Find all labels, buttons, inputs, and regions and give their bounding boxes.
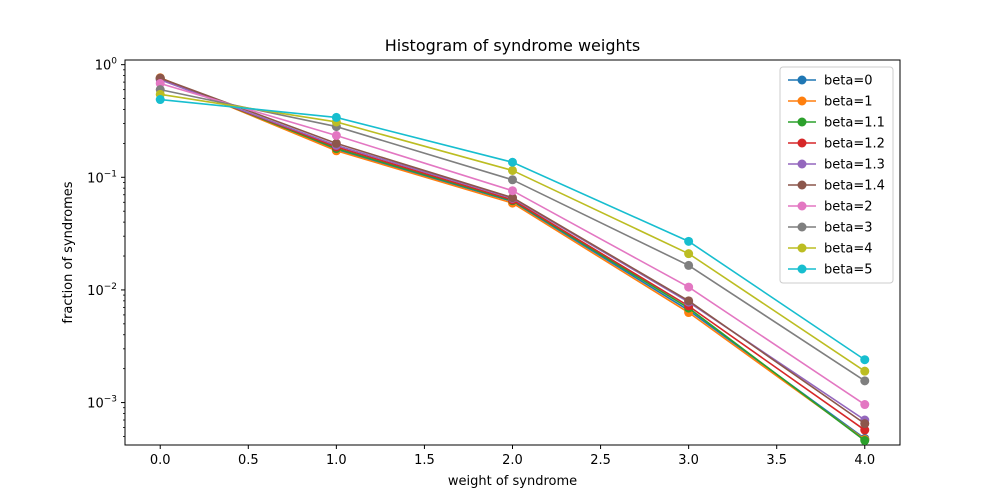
y-tick-label: 10−3 bbox=[87, 395, 117, 412]
y-tick-label: 10−2 bbox=[87, 282, 117, 299]
data-point bbox=[508, 193, 517, 203]
legend-label: beta=1.1 bbox=[824, 116, 885, 131]
data-point bbox=[860, 436, 870, 446]
legend-label: beta=4 bbox=[824, 242, 872, 257]
legend-label: beta=1.4 bbox=[824, 179, 885, 194]
y-tick-exponent: −1 bbox=[104, 169, 117, 179]
legend-label: beta=3 bbox=[824, 221, 872, 236]
x-tick-label: 2.5 bbox=[590, 453, 611, 468]
data-point bbox=[331, 112, 341, 122]
data-point bbox=[684, 249, 694, 259]
y-tick-label: 10−1 bbox=[87, 169, 117, 186]
data-point bbox=[684, 260, 694, 270]
x-tick-label: 3.0 bbox=[678, 453, 699, 468]
legend-label: beta=0 bbox=[824, 74, 872, 89]
x-axis-label: weight of syndrome bbox=[448, 474, 577, 489]
legend-entry: beta=1.2 bbox=[788, 137, 885, 152]
x-tick-label: 4.0 bbox=[854, 453, 875, 468]
y-axis-label: fraction of syndromes bbox=[61, 181, 76, 323]
x-tick-label: 2.0 bbox=[502, 453, 523, 468]
x-axis-ticks: 0.0 0.5 1.0 1.5 2.0 2.5 3.0 3.5 4.0 bbox=[150, 445, 875, 468]
legend-label: beta=1.2 bbox=[824, 137, 885, 152]
series-layer bbox=[155, 73, 870, 446]
data-point bbox=[331, 131, 341, 141]
data-point bbox=[684, 282, 694, 292]
legend-entry: beta=4 bbox=[788, 242, 872, 257]
data-point bbox=[508, 186, 517, 196]
x-tick-label: 0.5 bbox=[238, 453, 259, 468]
legend-marker bbox=[797, 264, 807, 274]
legend-label: beta=5 bbox=[824, 263, 872, 278]
legend-entry: beta=0 bbox=[788, 74, 872, 89]
data-point bbox=[684, 236, 694, 246]
legend-entry: beta=1 bbox=[788, 95, 872, 110]
y-tick-base: 10 bbox=[87, 397, 104, 412]
y-tick-label: 100 bbox=[95, 57, 118, 74]
data-point bbox=[508, 165, 517, 175]
data-point bbox=[860, 355, 870, 365]
legend-entry: beta=1.3 bbox=[788, 158, 885, 173]
legend-marker bbox=[797, 201, 807, 211]
data-point bbox=[860, 366, 870, 376]
legend-marker bbox=[797, 96, 807, 106]
legend-marker bbox=[797, 180, 807, 190]
legend-marker bbox=[797, 117, 807, 127]
y-tick-exponent: −3 bbox=[104, 395, 117, 405]
legend-entry: beta=5 bbox=[788, 263, 872, 278]
data-point bbox=[860, 419, 870, 429]
data-point bbox=[860, 376, 870, 386]
plot-area bbox=[124, 59, 901, 446]
data-point bbox=[331, 138, 341, 148]
legend-marker bbox=[797, 138, 807, 148]
legend-entry: beta=1.1 bbox=[788, 116, 885, 131]
legend-marker bbox=[797, 159, 807, 169]
data-point bbox=[860, 400, 870, 410]
legend-entry: beta=1.4 bbox=[788, 179, 885, 194]
data-point bbox=[860, 425, 870, 435]
data-point bbox=[508, 157, 517, 167]
legend-marker bbox=[797, 243, 807, 253]
legend-marker bbox=[797, 222, 807, 232]
x-tick-label: 1.5 bbox=[414, 453, 435, 468]
x-tick-label: 0.0 bbox=[150, 453, 171, 468]
y-tick-base: 10 bbox=[95, 59, 112, 74]
chart-title: Histogram of syndrome weights bbox=[385, 36, 641, 55]
legend-entry: beta=2 bbox=[788, 200, 872, 215]
y-tick-base: 10 bbox=[87, 284, 104, 299]
y-tick-exponent: 0 bbox=[111, 57, 117, 67]
x-tick-label: 3.5 bbox=[766, 453, 787, 468]
y-tick-base: 10 bbox=[87, 171, 104, 186]
data-point bbox=[155, 95, 165, 105]
series-beta=5 bbox=[155, 95, 870, 365]
data-point bbox=[684, 296, 694, 306]
legend-label: beta=1.3 bbox=[824, 158, 885, 173]
legend-marker bbox=[797, 75, 807, 85]
data-point bbox=[508, 175, 517, 185]
legend-label: beta=2 bbox=[824, 200, 872, 215]
legend: beta=0 beta=1 beta=1.1 beta=1.2 beta=1.3 beta… bbox=[779, 66, 894, 284]
y-tick-exponent: −2 bbox=[104, 282, 117, 292]
legend-label: beta=1 bbox=[824, 95, 872, 110]
legend-box bbox=[779, 66, 894, 284]
x-tick-label: 1.0 bbox=[326, 453, 347, 468]
legend-entry: beta=3 bbox=[788, 221, 872, 236]
